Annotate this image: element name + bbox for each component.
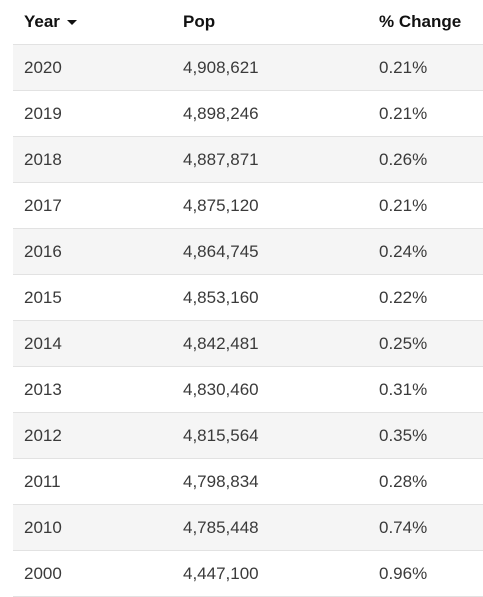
year-cell: 2019 — [24, 103, 62, 123]
pop-cell: 4,853,160 — [183, 287, 259, 307]
table-header: Year Pop % Change — [13, 0, 483, 44]
pop-cell: 4,447,100 — [183, 563, 259, 583]
year-cell: 2000 — [24, 563, 62, 583]
change-cell: 0.21% — [379, 57, 428, 77]
year-column-header[interactable]: Year — [13, 12, 172, 32]
table-row: 2013 4,830,460 0.31% — [13, 366, 483, 412]
table-row: 2014 4,842,481 0.25% — [13, 320, 483, 366]
pop-cell: 4,887,871 — [183, 149, 259, 169]
table-row: 2017 4,875,120 0.21% — [13, 182, 483, 228]
year-cell: 2015 — [24, 287, 62, 307]
table-row: 2011 4,798,834 0.28% — [13, 458, 483, 504]
table-body: 2020 4,908,621 0.21% 2019 4,898,246 0.21… — [13, 44, 483, 597]
table-row: 2018 4,887,871 0.26% — [13, 136, 483, 182]
change-cell: 0.26% — [379, 149, 428, 169]
change-cell: 0.35% — [379, 425, 428, 445]
year-sort-toggle[interactable]: Year — [24, 12, 77, 32]
pop-cell: 4,798,834 — [183, 471, 259, 491]
change-cell: 0.22% — [379, 287, 428, 307]
population-table: Year Pop % Change 2020 4,908,621 0.21% 2… — [13, 0, 483, 597]
year-cell: 2017 — [24, 195, 62, 215]
year-cell: 2012 — [24, 425, 62, 445]
pop-cell: 4,815,564 — [183, 425, 259, 445]
pop-cell: 4,785,448 — [183, 517, 259, 537]
change-cell: 0.28% — [379, 471, 428, 491]
year-cell: 2014 — [24, 333, 62, 353]
change-cell: 0.74% — [379, 517, 428, 537]
table-row: 2010 4,785,448 0.74% — [13, 504, 483, 550]
year-header-label: Year — [24, 12, 60, 31]
year-cell: 2011 — [24, 471, 61, 491]
year-cell: 2020 — [24, 57, 62, 77]
change-cell: 0.25% — [379, 333, 428, 353]
year-cell: 2010 — [24, 517, 62, 537]
change-cell: 0.24% — [379, 241, 428, 261]
pop-cell: 4,864,745 — [183, 241, 259, 261]
pop-column-header[interactable]: Pop — [172, 12, 368, 32]
year-cell: 2013 — [24, 379, 62, 399]
year-cell: 2016 — [24, 241, 62, 261]
pop-cell: 4,842,481 — [183, 333, 259, 353]
table-row: 2015 4,853,160 0.22% — [13, 274, 483, 320]
pop-cell: 4,908,621 — [183, 57, 259, 77]
table-row: 2000 4,447,100 0.96% — [13, 550, 483, 597]
pop-cell: 4,898,246 — [183, 103, 259, 123]
change-cell: 0.96% — [379, 563, 428, 583]
change-header-label: % Change — [379, 12, 462, 31]
pop-cell: 4,875,120 — [183, 195, 259, 215]
table-row: 2019 4,898,246 0.21% — [13, 90, 483, 136]
table-row: 2016 4,864,745 0.24% — [13, 228, 483, 274]
change-column-header[interactable]: % Change — [368, 12, 483, 32]
table-row: 2020 4,908,621 0.21% — [13, 44, 483, 90]
caret-down-icon — [66, 20, 77, 25]
change-cell: 0.21% — [379, 195, 428, 215]
change-cell: 0.31% — [379, 379, 428, 399]
pop-cell: 4,830,460 — [183, 379, 259, 399]
change-cell: 0.21% — [379, 103, 428, 123]
pop-header-label: Pop — [183, 12, 216, 31]
year-cell: 2018 — [24, 149, 62, 169]
table-row: 2012 4,815,564 0.35% — [13, 412, 483, 458]
